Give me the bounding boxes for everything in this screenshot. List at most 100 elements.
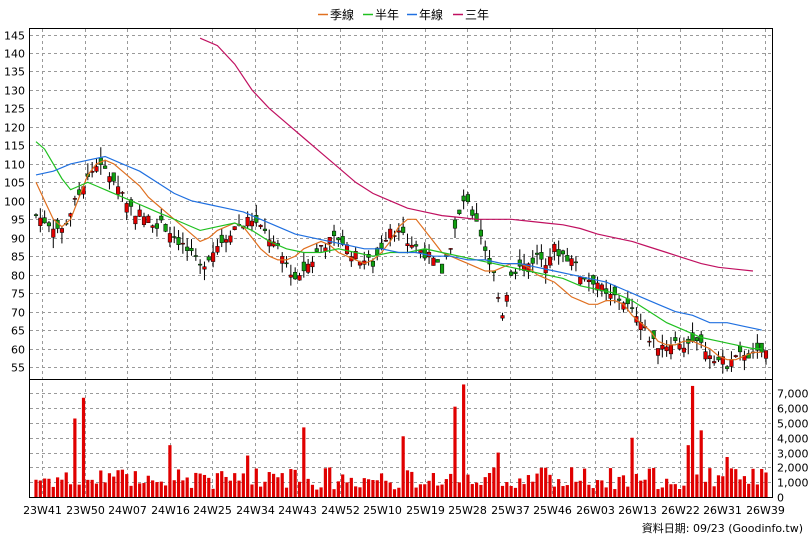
price-panel-frame	[29, 28, 773, 380]
price-tick-label: 80	[11, 270, 25, 283]
volume-bar	[427, 480, 431, 497]
candle-body	[51, 228, 56, 238]
ma-line-1	[35, 141, 762, 350]
volume-bar	[604, 487, 608, 497]
volume-bar	[535, 473, 539, 497]
candle-body	[232, 226, 237, 230]
candle-body	[401, 226, 406, 233]
volume-bar	[280, 473, 284, 497]
candle-body	[185, 246, 190, 251]
candle-body	[314, 248, 319, 252]
price-tick-label: 140	[4, 48, 25, 61]
price-tick-label: 125	[4, 103, 25, 116]
volume-bar	[557, 479, 561, 497]
volume-bar	[578, 480, 582, 497]
volume-bar	[613, 489, 617, 497]
volume-bar	[682, 485, 686, 497]
candle-body	[176, 237, 181, 245]
volume-bar	[107, 473, 112, 497]
price-tick-label: 130	[4, 85, 25, 98]
volume-bar	[310, 484, 315, 497]
volume-bar	[371, 480, 375, 497]
volume-bar	[246, 455, 250, 497]
volume-panel-frame	[29, 379, 773, 498]
volume-bar	[440, 484, 444, 497]
candle-body	[301, 261, 306, 272]
candle-body	[141, 216, 147, 225]
candle-body	[163, 224, 168, 232]
volume-bar	[384, 480, 388, 497]
volume-bar	[388, 482, 392, 497]
candle-body	[608, 294, 613, 299]
candle-body	[284, 262, 289, 265]
volume-bar	[397, 487, 401, 497]
volume-bar	[708, 468, 712, 497]
volume-bar	[172, 480, 176, 497]
candle-body	[478, 229, 483, 237]
candle-body	[504, 294, 509, 302]
volume-bar	[492, 467, 496, 497]
volume-bar	[211, 488, 215, 497]
volume-bar	[479, 484, 483, 497]
volume-bar	[548, 474, 552, 497]
volume-bars	[34, 384, 768, 497]
candle-body	[418, 250, 423, 253]
candle-body	[383, 240, 388, 242]
volume-bar	[47, 478, 51, 497]
volume-bar	[591, 488, 595, 497]
x-tick-label: 24W25	[193, 504, 232, 517]
volume-bar	[453, 406, 457, 497]
x-tick-label: 24W43	[278, 504, 317, 517]
candle-body	[513, 271, 518, 274]
candle-body	[647, 340, 652, 343]
volume-bar	[652, 467, 656, 497]
candle-body	[159, 215, 164, 221]
candle-body	[448, 248, 453, 250]
volume-tick-label: 4,000	[777, 433, 808, 446]
volume-bar	[254, 468, 258, 497]
volume-bar	[392, 489, 397, 497]
x-tick-label: 23W41	[23, 504, 62, 517]
candle-body	[111, 172, 116, 182]
volume-bar	[712, 486, 716, 497]
volume-bar	[565, 485, 569, 497]
volume-bar	[665, 478, 669, 497]
x-tick-label: 25W37	[491, 504, 530, 517]
price-tick-label: 65	[11, 325, 25, 338]
candle-body	[167, 233, 172, 243]
candles	[33, 147, 769, 374]
candle-body	[612, 286, 617, 296]
volume-bar	[103, 482, 107, 497]
volume-bar	[466, 474, 470, 497]
legend: 季線 半年 年線 三年	[318, 7, 489, 22]
volume-bar	[462, 384, 466, 497]
candle-body	[120, 192, 125, 194]
candle-body	[763, 350, 769, 359]
x-axis: 23W41 23W50 24W07 24W16 24W25 24W34 24W43 24W52…	[23, 504, 785, 517]
volume-bar	[259, 486, 263, 497]
candle-body	[293, 271, 298, 280]
candle-body	[699, 334, 704, 343]
volume-bar	[146, 475, 150, 497]
volume-tick-label: 2,000	[777, 462, 808, 475]
candle-body	[180, 242, 185, 245]
candle-body	[681, 347, 686, 353]
volume-bar	[51, 486, 55, 497]
volume-bar	[77, 484, 81, 497]
volume-bar	[198, 473, 202, 497]
candle-body	[746, 353, 751, 359]
candle-body	[457, 209, 462, 214]
volume-bar	[284, 487, 289, 497]
volume-bar	[600, 480, 604, 497]
volume-bar	[358, 487, 362, 497]
x-tick-label: 26W03	[576, 504, 615, 517]
volume-bar	[181, 480, 185, 497]
candle-body	[660, 344, 665, 350]
volume-bar	[289, 469, 293, 497]
volume-bar	[362, 478, 366, 497]
volume-bar	[267, 472, 271, 497]
candle-body	[267, 239, 272, 247]
volume-bar	[695, 474, 699, 497]
volume-bar	[574, 481, 578, 497]
